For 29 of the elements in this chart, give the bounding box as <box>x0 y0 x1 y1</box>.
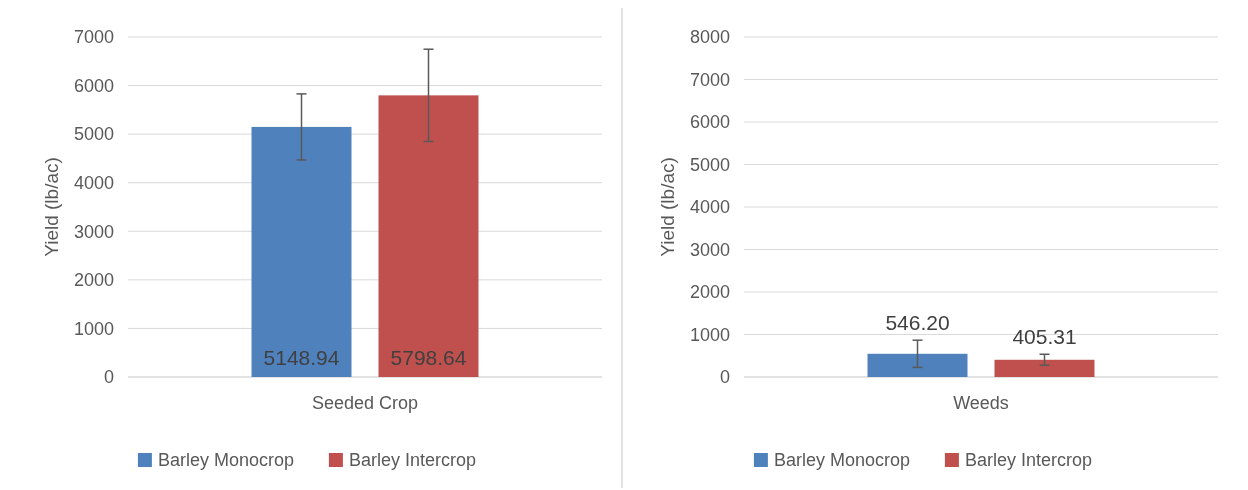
y-tick-label: 4000 <box>689 197 730 218</box>
y-tick-label: 3000 <box>689 239 730 260</box>
y-tick-label: 7000 <box>689 69 730 90</box>
data-label: 405.31 <box>1012 325 1077 349</box>
x-tick-label: Weeds <box>953 393 1009 413</box>
y-tick-label: 1000 <box>689 324 730 345</box>
legend-label: Barley Intercrop <box>348 450 476 471</box>
y-axis-title: Yield (lb/ac) <box>41 157 62 257</box>
legend-label: Barley Intercrop <box>964 450 1092 471</box>
y-tick-label: 5000 <box>689 154 730 175</box>
y-tick-label: 7000 <box>73 27 114 48</box>
data-label: 5798.64 <box>390 346 467 369</box>
data-label: 546.20 <box>885 311 950 335</box>
y-tick-label: 2000 <box>73 270 114 291</box>
data-label: 5148.94 <box>263 346 340 369</box>
y-tick-label: 3000 <box>73 221 114 242</box>
y-tick-label: 6000 <box>689 112 730 133</box>
y-tick-label: 1000 <box>73 318 114 339</box>
y-tick-label: 0 <box>103 367 114 388</box>
y-axis-title: Yield (lb/ac) <box>657 157 678 257</box>
y-tick-label: 6000 <box>73 75 114 96</box>
x-tick-label: Seeded Crop <box>311 393 419 413</box>
y-tick-label: 8000 <box>689 27 730 48</box>
y-tick-label: 0 <box>719 367 730 388</box>
y-tick-label: 2000 <box>689 282 730 303</box>
legend-label: Barley Monocrop <box>773 450 910 471</box>
y-tick-label: 4000 <box>73 173 114 194</box>
legend-label: Barley Monocrop <box>157 450 294 471</box>
y-tick-label: 5000 <box>73 124 114 145</box>
